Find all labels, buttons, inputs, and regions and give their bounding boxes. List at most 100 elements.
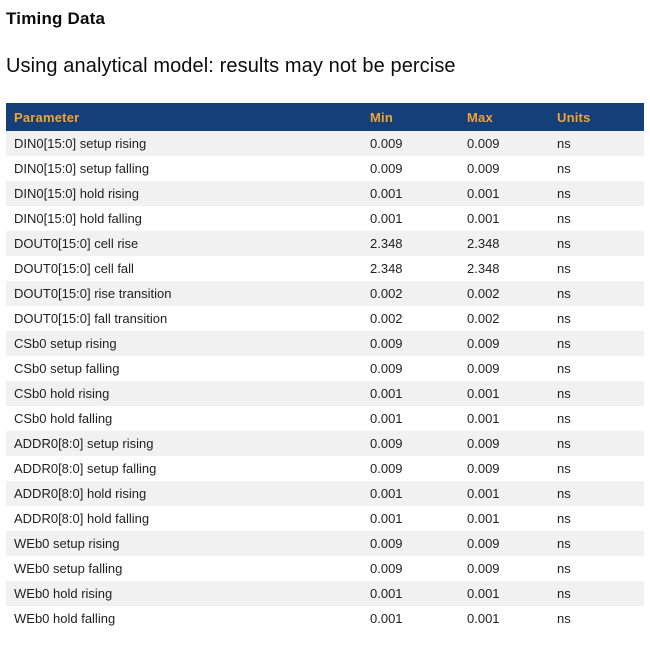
max-cell: 2.348	[459, 231, 549, 256]
min-cell: 0.002	[362, 306, 459, 331]
parameter-cell: DOUT0[15:0] cell fall	[6, 256, 362, 281]
timing-data-table: Parameter Min Max Units DIN0[15:0] setup…	[6, 103, 644, 631]
table-header: Parameter Min Max Units	[6, 103, 644, 131]
table-row: DIN0[15:0] hold falling 0.001 0.001 ns	[6, 206, 644, 231]
min-cell: 0.009	[362, 131, 459, 156]
units-cell: ns	[549, 406, 644, 431]
parameter-cell: ADDR0[8:0] hold falling	[6, 506, 362, 531]
max-cell: 0.002	[459, 281, 549, 306]
table-row: DOUT0[15:0] fall transition 0.002 0.002 …	[6, 306, 644, 331]
max-cell: 0.001	[459, 481, 549, 506]
parameter-cell: WEb0 setup rising	[6, 531, 362, 556]
units-cell: ns	[549, 431, 644, 456]
min-cell: 0.009	[362, 556, 459, 581]
min-cell: 0.009	[362, 156, 459, 181]
table-row: ADDR0[8:0] setup rising 0.009 0.009 ns	[6, 431, 644, 456]
units-cell: ns	[549, 606, 644, 631]
units-cell: ns	[549, 456, 644, 481]
max-cell: 0.009	[459, 556, 549, 581]
units-cell: ns	[549, 156, 644, 181]
parameter-cell: ADDR0[8:0] setup rising	[6, 431, 362, 456]
units-cell: ns	[549, 131, 644, 156]
min-cell: 0.009	[362, 431, 459, 456]
parameter-cell: CSb0 hold rising	[6, 381, 362, 406]
page-subtitle: Using analytical model: results may not …	[6, 55, 456, 77]
table-row: ADDR0[8:0] hold rising 0.001 0.001 ns	[6, 481, 644, 506]
units-cell: ns	[549, 581, 644, 606]
parameter-cell: WEb0 setup falling	[6, 556, 362, 581]
parameter-cell: DOUT0[15:0] cell rise	[6, 231, 362, 256]
min-cell: 0.009	[362, 456, 459, 481]
column-header-min: Min	[362, 103, 459, 131]
units-cell: ns	[549, 331, 644, 356]
table-row: DOUT0[15:0] rise transition 0.002 0.002 …	[6, 281, 644, 306]
parameter-cell: WEb0 hold rising	[6, 581, 362, 606]
parameter-cell: CSb0 setup falling	[6, 356, 362, 381]
parameter-cell: DIN0[15:0] setup falling	[6, 156, 362, 181]
max-cell: 0.009	[459, 131, 549, 156]
table-row: DOUT0[15:0] cell rise 2.348 2.348 ns	[6, 231, 644, 256]
units-cell: ns	[549, 231, 644, 256]
min-cell: 0.001	[362, 406, 459, 431]
table-row: WEb0 setup falling 0.009 0.009 ns	[6, 556, 644, 581]
table-row: CSb0 setup falling 0.009 0.009 ns	[6, 356, 644, 381]
units-cell: ns	[549, 281, 644, 306]
max-cell: 0.009	[459, 456, 549, 481]
max-cell: 0.009	[459, 331, 549, 356]
min-cell: 0.001	[362, 581, 459, 606]
units-cell: ns	[549, 256, 644, 281]
min-cell: 2.348	[362, 231, 459, 256]
table-row: CSb0 setup rising 0.009 0.009 ns	[6, 331, 644, 356]
parameter-cell: DIN0[15:0] hold falling	[6, 206, 362, 231]
parameter-cell: DOUT0[15:0] rise transition	[6, 281, 362, 306]
min-cell: 0.001	[362, 206, 459, 231]
max-cell: 0.001	[459, 406, 549, 431]
max-cell: 0.001	[459, 206, 549, 231]
max-cell: 0.009	[459, 356, 549, 381]
parameter-cell: ADDR0[8:0] hold rising	[6, 481, 362, 506]
column-header-max: Max	[459, 103, 549, 131]
min-cell: 0.002	[362, 281, 459, 306]
table-row: DIN0[15:0] hold rising 0.001 0.001 ns	[6, 181, 644, 206]
table-body: DIN0[15:0] setup rising 0.009 0.009 ns D…	[6, 131, 644, 631]
table-row: ADDR0[8:0] hold falling 0.001 0.001 ns	[6, 506, 644, 531]
table-row: WEb0 hold rising 0.001 0.001 ns	[6, 581, 644, 606]
min-cell: 0.009	[362, 331, 459, 356]
column-header-parameter: Parameter	[6, 103, 362, 131]
max-cell: 2.348	[459, 256, 549, 281]
max-cell: 0.009	[459, 156, 549, 181]
units-cell: ns	[549, 356, 644, 381]
min-cell: 0.009	[362, 531, 459, 556]
max-cell: 0.001	[459, 606, 549, 631]
parameter-cell: DIN0[15:0] setup rising	[6, 131, 362, 156]
max-cell: 0.002	[459, 306, 549, 331]
min-cell: 0.001	[362, 381, 459, 406]
table-row: WEb0 setup rising 0.009 0.009 ns	[6, 531, 644, 556]
parameter-cell: CSb0 setup rising	[6, 331, 362, 356]
min-cell: 0.009	[362, 356, 459, 381]
max-cell: 0.001	[459, 581, 549, 606]
units-cell: ns	[549, 481, 644, 506]
units-cell: ns	[549, 181, 644, 206]
max-cell: 0.009	[459, 531, 549, 556]
max-cell: 0.001	[459, 381, 549, 406]
table-row: CSb0 hold rising 0.001 0.001 ns	[6, 381, 644, 406]
min-cell: 0.001	[362, 181, 459, 206]
table-row: DOUT0[15:0] cell fall 2.348 2.348 ns	[6, 256, 644, 281]
units-cell: ns	[549, 556, 644, 581]
table-row: DIN0[15:0] setup rising 0.009 0.009 ns	[6, 131, 644, 156]
units-cell: ns	[549, 306, 644, 331]
parameter-cell: WEb0 hold falling	[6, 606, 362, 631]
parameter-cell: CSb0 hold falling	[6, 406, 362, 431]
units-cell: ns	[549, 381, 644, 406]
table-row: ADDR0[8:0] setup falling 0.009 0.009 ns	[6, 456, 644, 481]
parameter-cell: DOUT0[15:0] fall transition	[6, 306, 362, 331]
min-cell: 0.001	[362, 481, 459, 506]
min-cell: 0.001	[362, 506, 459, 531]
table-row: DIN0[15:0] setup falling 0.009 0.009 ns	[6, 156, 644, 181]
parameter-cell: ADDR0[8:0] setup falling	[6, 456, 362, 481]
parameter-cell: DIN0[15:0] hold rising	[6, 181, 362, 206]
page-title: Timing Data	[6, 9, 106, 28]
max-cell: 0.001	[459, 181, 549, 206]
table-row: CSb0 hold falling 0.001 0.001 ns	[6, 406, 644, 431]
